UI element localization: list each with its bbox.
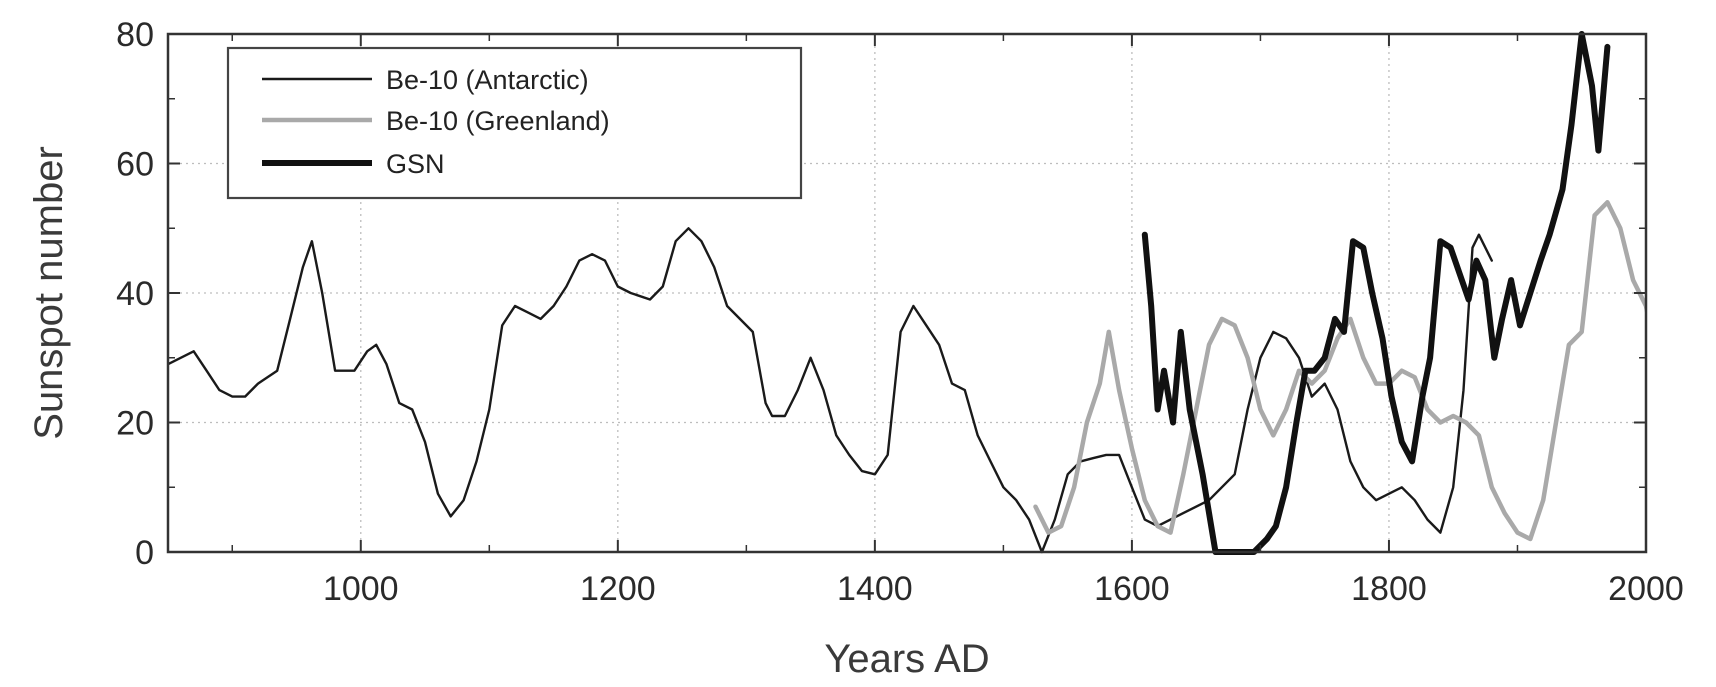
series-lines — [168, 31, 1646, 555]
y-tick-label: 80 — [116, 16, 154, 54]
legend-label-gsn: GSN — [386, 149, 445, 179]
x-tick-label: 1200 — [580, 570, 656, 608]
series-line-antarctic — [168, 227, 1493, 554]
x-axis-title: Years AD — [824, 637, 989, 681]
y-tick-label: 40 — [116, 275, 154, 313]
legend: Be-10 (Antarctic) Be-10 (Greenland) GSN — [226, 46, 803, 200]
y-axis-title: Sunspot number — [27, 146, 71, 440]
legend-label-antarctic: Be-10 (Antarctic) — [386, 65, 589, 95]
y-tick-label: 0 — [135, 534, 154, 572]
legend-label-greenland: Be-10 (Greenland) — [386, 106, 610, 136]
x-tick-label: 1000 — [323, 570, 399, 608]
legend-box — [226, 46, 803, 200]
axes: 1000 1200 1400 1600 1800 2000 0 20 40 60 80 — [116, 16, 1684, 608]
x-tick-label: 2000 — [1608, 570, 1684, 608]
x-tick-label: 1800 — [1351, 570, 1427, 608]
series-line-gsn — [1141, 31, 1611, 555]
x-tick-label: 1400 — [837, 570, 913, 608]
y-tick-label: 20 — [116, 405, 154, 443]
series-line-greenland — [1033, 200, 1646, 542]
x-tick-label: 1600 — [1094, 570, 1170, 608]
y-tick-label: 60 — [116, 146, 154, 184]
